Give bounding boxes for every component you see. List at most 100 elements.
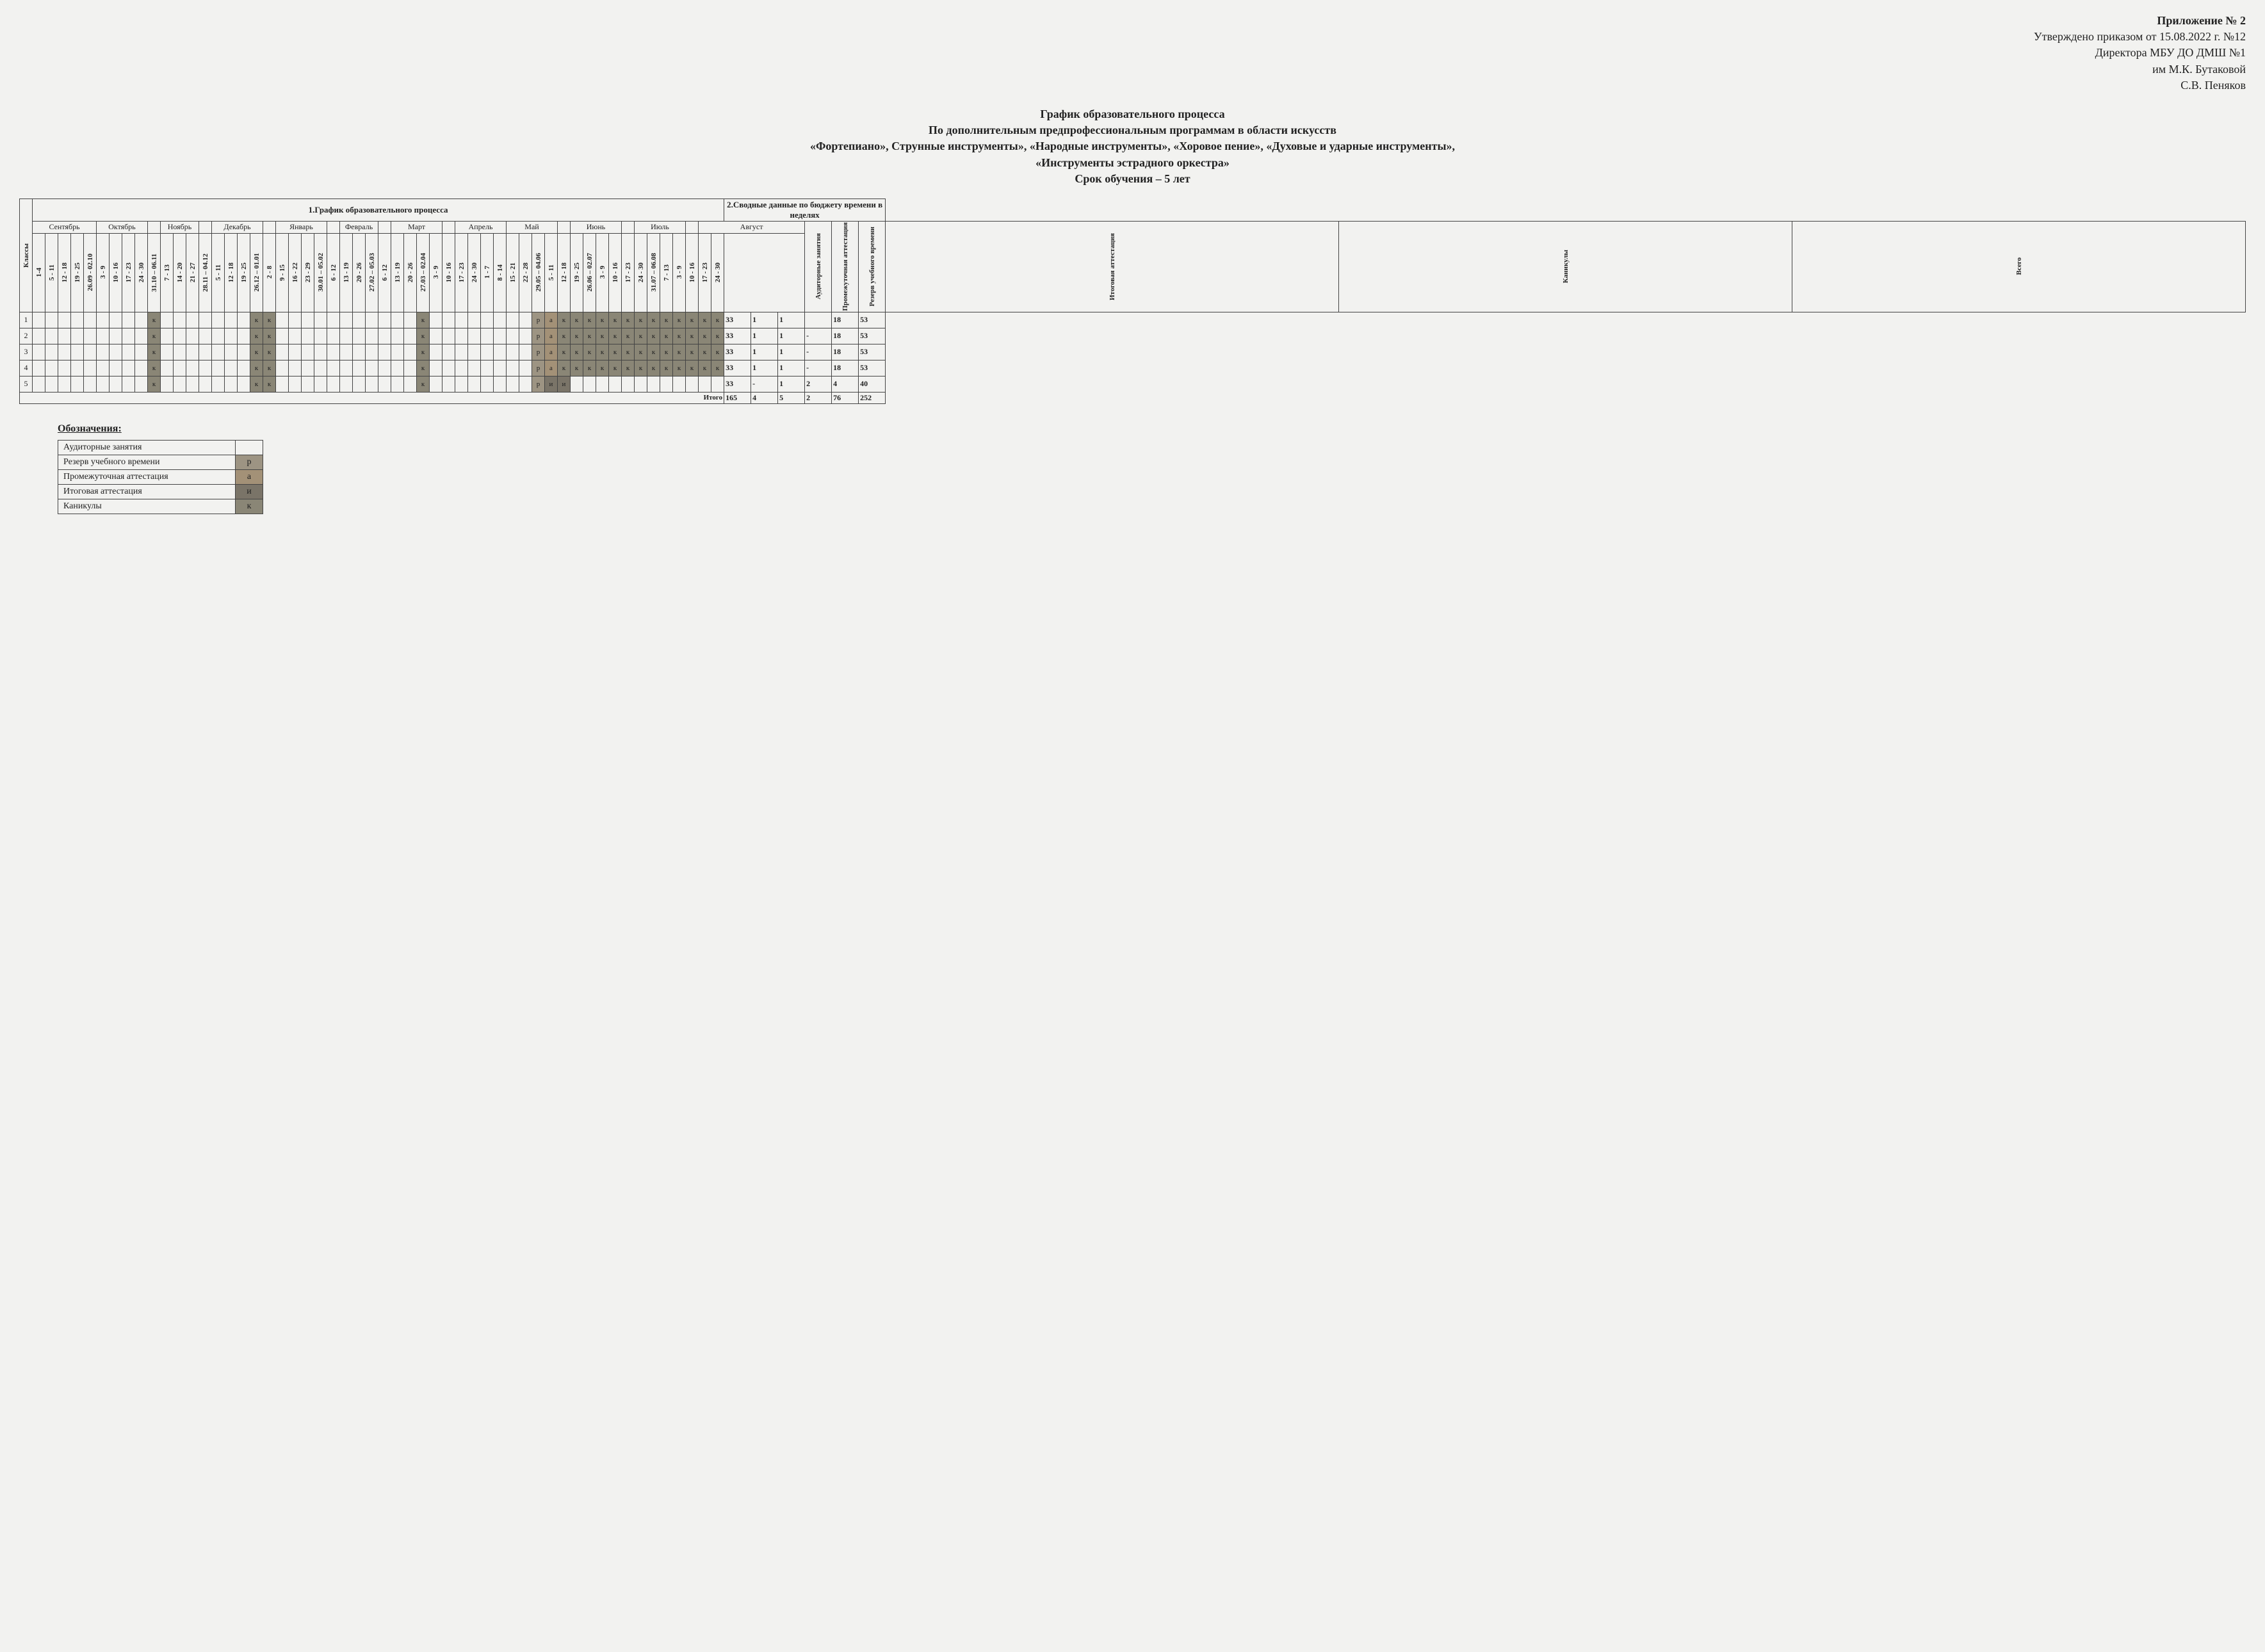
week-cell (276, 344, 289, 360)
week-cell (314, 312, 327, 328)
week-cell (276, 360, 289, 376)
class-number: 3 (20, 344, 33, 360)
summary-cell: 33 (724, 328, 751, 344)
week-cell (161, 360, 174, 376)
legend-title: Обозначения: (58, 423, 2246, 435)
week-cell: р (532, 328, 545, 344)
week-cell: к (558, 344, 571, 360)
week-cell (71, 360, 84, 376)
summary-cell: 53 (859, 312, 886, 328)
week-cell (45, 376, 58, 392)
week-cell (122, 376, 135, 392)
week-header: 28.11 – 04.12 (199, 233, 212, 312)
week-header: 30.01 – 05.02 (314, 233, 327, 312)
month-header: Сентябрь (33, 221, 97, 233)
week-cell: к (596, 312, 609, 328)
week-cell: к (609, 312, 622, 328)
appendix-label: Приложение № 2 (19, 13, 2246, 29)
title-line: «Инструменты эстрадного оркестра» (19, 155, 2246, 171)
week-cell (353, 328, 366, 344)
week-header: 12 - 18 (225, 233, 238, 312)
week-cell (135, 312, 148, 328)
week-cell (391, 344, 404, 360)
week-header: 15 - 21 (507, 233, 519, 312)
week-cell (45, 312, 58, 328)
legend-label: Итоговая аттестация (58, 484, 236, 499)
week-cell (110, 344, 122, 360)
week-cell (302, 376, 314, 392)
title-line: Срок обучения – 5 лет (19, 171, 2246, 187)
summary-column-header: Всего (1792, 221, 2246, 312)
week-cell (174, 328, 186, 344)
week-cell (366, 328, 378, 344)
week-cell: а (545, 312, 558, 328)
summary-column-header: Промежуточная аттестация (832, 221, 859, 312)
week-cell (33, 344, 45, 360)
week-cell (199, 376, 212, 392)
week-cell (199, 344, 212, 360)
week-cell (353, 360, 366, 376)
week-cell (314, 376, 327, 392)
week-cell: к (673, 344, 686, 360)
week-cell: к (622, 312, 635, 328)
week-cell (238, 344, 250, 360)
week-cell (686, 376, 699, 392)
week-cell: к (417, 312, 430, 328)
section-summary-header: 2.Сводные данные по бюджету времени в не… (724, 198, 886, 221)
week-cell (366, 344, 378, 360)
week-cell (442, 312, 455, 328)
month-header: Октябрь (97, 221, 148, 233)
week-cell: к (686, 312, 699, 328)
week-cell (302, 328, 314, 344)
week-cell (481, 312, 494, 328)
legend-label: Промежуточная аттестация (58, 469, 236, 484)
week-cell (110, 328, 122, 344)
summary-column-header: Резерв учебного времени (859, 221, 886, 312)
week-cell (430, 344, 442, 360)
week-cell: к (699, 344, 711, 360)
week-cell: к (686, 360, 699, 376)
week-cell (442, 376, 455, 392)
summary-cell (805, 312, 832, 328)
week-cell (481, 360, 494, 376)
summary-cell: 1 (751, 328, 778, 344)
week-cell: к (635, 328, 647, 344)
week-cell (289, 376, 302, 392)
week-header: 20 - 26 (353, 233, 366, 312)
week-cell (519, 328, 532, 344)
week-cell (161, 344, 174, 360)
week-cell (455, 344, 468, 360)
legend-label: Аудиторные занятия (58, 440, 236, 455)
week-cell (289, 328, 302, 344)
week-cell (468, 312, 481, 328)
week-cell: к (583, 328, 596, 344)
week-cell (71, 328, 84, 344)
week-header: 26.12 – 01.01 (250, 233, 263, 312)
week-cell (84, 328, 97, 344)
week-cell (199, 360, 212, 376)
week-cell (430, 328, 442, 344)
week-header: 1-4 (33, 233, 45, 312)
week-cell: к (417, 328, 430, 344)
totals-cell: 4 (751, 392, 778, 403)
week-cell: к (660, 360, 673, 376)
week-cell (135, 328, 148, 344)
week-cell (442, 328, 455, 344)
week-cell (289, 312, 302, 328)
month-header: Январь (276, 221, 327, 233)
week-header: 17 - 23 (122, 233, 135, 312)
week-cell (302, 312, 314, 328)
week-header: 17 - 23 (455, 233, 468, 312)
class-number: 1 (20, 312, 33, 328)
week-cell (276, 312, 289, 328)
week-cell (455, 328, 468, 344)
week-cell (673, 376, 686, 392)
week-cell: к (263, 376, 276, 392)
week-cell (314, 328, 327, 344)
summary-cell: 18 (832, 312, 859, 328)
week-header: 2 - 8 (263, 233, 276, 312)
summary-column-header: Аудиторные занятия (805, 221, 832, 312)
week-header: 12 - 18 (58, 233, 71, 312)
week-cell: р (532, 360, 545, 376)
week-cell (353, 312, 366, 328)
